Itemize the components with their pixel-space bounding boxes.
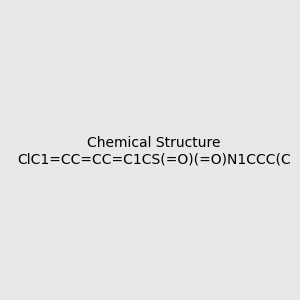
Text: Chemical Structure
ClC1=CC=CC=C1CS(=O)(=O)N1CCC(C: Chemical Structure ClC1=CC=CC=C1CS(=O)(=… [17, 136, 291, 166]
